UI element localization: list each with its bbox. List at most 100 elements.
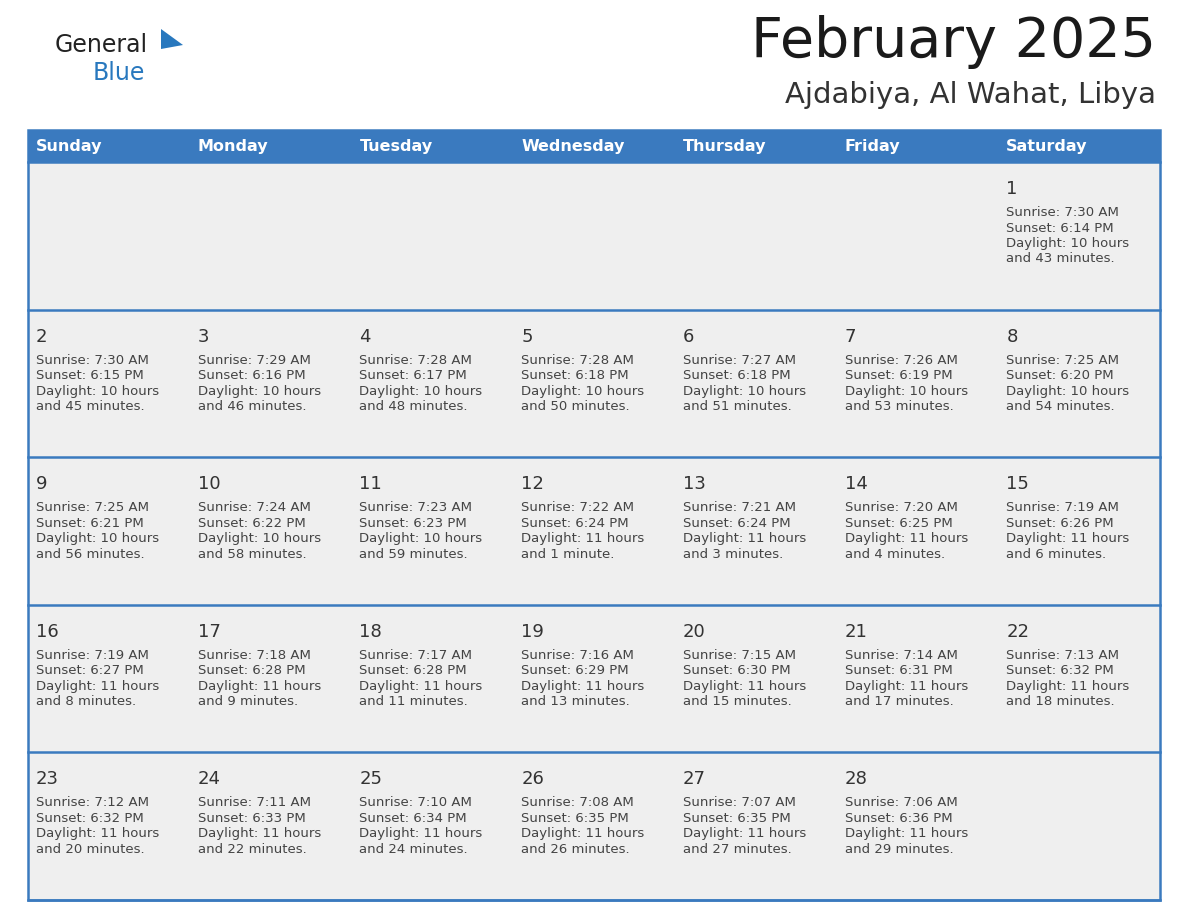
Text: and 22 minutes.: and 22 minutes. bbox=[197, 843, 307, 856]
Text: Sunset: 6:33 PM: Sunset: 6:33 PM bbox=[197, 812, 305, 825]
Text: Sunset: 6:15 PM: Sunset: 6:15 PM bbox=[36, 369, 144, 382]
Text: Sunset: 6:28 PM: Sunset: 6:28 PM bbox=[360, 665, 467, 677]
Text: 20: 20 bbox=[683, 622, 706, 641]
Text: and 26 minutes.: and 26 minutes. bbox=[522, 843, 630, 856]
Text: Daylight: 10 hours: Daylight: 10 hours bbox=[36, 532, 159, 545]
Text: 3: 3 bbox=[197, 328, 209, 345]
Text: Sunset: 6:18 PM: Sunset: 6:18 PM bbox=[683, 369, 790, 382]
Text: Daylight: 10 hours: Daylight: 10 hours bbox=[1006, 385, 1130, 397]
Text: 4: 4 bbox=[360, 328, 371, 345]
Text: Sunset: 6:36 PM: Sunset: 6:36 PM bbox=[845, 812, 953, 825]
Text: 27: 27 bbox=[683, 770, 706, 789]
Text: Sunrise: 7:21 AM: Sunrise: 7:21 AM bbox=[683, 501, 796, 514]
Text: 24: 24 bbox=[197, 770, 221, 789]
Text: Daylight: 10 hours: Daylight: 10 hours bbox=[683, 385, 805, 397]
Text: Sunrise: 7:14 AM: Sunrise: 7:14 AM bbox=[845, 649, 958, 662]
Text: 13: 13 bbox=[683, 476, 706, 493]
Text: Sunset: 6:19 PM: Sunset: 6:19 PM bbox=[845, 369, 953, 382]
Text: Sunset: 6:16 PM: Sunset: 6:16 PM bbox=[197, 369, 305, 382]
Text: and 1 minute.: and 1 minute. bbox=[522, 548, 614, 561]
Text: 16: 16 bbox=[36, 622, 58, 641]
Text: and 45 minutes.: and 45 minutes. bbox=[36, 400, 145, 413]
Text: and 11 minutes.: and 11 minutes. bbox=[360, 695, 468, 709]
Text: Saturday: Saturday bbox=[1006, 139, 1088, 153]
Text: Tuesday: Tuesday bbox=[360, 139, 432, 153]
Text: and 27 minutes.: and 27 minutes. bbox=[683, 843, 791, 856]
Bar bbox=[29, 605, 1159, 753]
Text: Sunset: 6:23 PM: Sunset: 6:23 PM bbox=[360, 517, 467, 530]
Text: Daylight: 11 hours: Daylight: 11 hours bbox=[683, 827, 807, 840]
Text: Sunset: 6:32 PM: Sunset: 6:32 PM bbox=[1006, 665, 1114, 677]
Text: Sunset: 6:24 PM: Sunset: 6:24 PM bbox=[683, 517, 790, 530]
Text: Sunrise: 7:30 AM: Sunrise: 7:30 AM bbox=[1006, 206, 1119, 219]
Text: and 13 minutes.: and 13 minutes. bbox=[522, 695, 630, 709]
Text: Sunset: 6:27 PM: Sunset: 6:27 PM bbox=[36, 665, 144, 677]
Text: Sunset: 6:18 PM: Sunset: 6:18 PM bbox=[522, 369, 628, 382]
Text: Sunset: 6:14 PM: Sunset: 6:14 PM bbox=[1006, 221, 1114, 234]
Text: and 15 minutes.: and 15 minutes. bbox=[683, 695, 791, 709]
Text: Sunset: 6:35 PM: Sunset: 6:35 PM bbox=[683, 812, 790, 825]
Text: and 53 minutes.: and 53 minutes. bbox=[845, 400, 953, 413]
Bar bbox=[29, 162, 1159, 309]
Text: Sunrise: 7:19 AM: Sunrise: 7:19 AM bbox=[1006, 501, 1119, 514]
Text: Sunrise: 7:19 AM: Sunrise: 7:19 AM bbox=[36, 649, 148, 662]
Text: Sunset: 6:20 PM: Sunset: 6:20 PM bbox=[1006, 369, 1114, 382]
Text: Daylight: 11 hours: Daylight: 11 hours bbox=[36, 680, 159, 693]
Text: and 43 minutes.: and 43 minutes. bbox=[1006, 252, 1114, 265]
Text: Daylight: 10 hours: Daylight: 10 hours bbox=[1006, 237, 1130, 250]
Text: Sunrise: 7:12 AM: Sunrise: 7:12 AM bbox=[36, 797, 148, 810]
Text: Sunrise: 7:28 AM: Sunrise: 7:28 AM bbox=[522, 353, 634, 366]
Text: Sunset: 6:22 PM: Sunset: 6:22 PM bbox=[197, 517, 305, 530]
Text: Sunset: 6:25 PM: Sunset: 6:25 PM bbox=[845, 517, 953, 530]
Text: Sunrise: 7:24 AM: Sunrise: 7:24 AM bbox=[197, 501, 310, 514]
Text: Monday: Monday bbox=[197, 139, 268, 153]
Text: 23: 23 bbox=[36, 770, 59, 789]
Text: Sunrise: 7:23 AM: Sunrise: 7:23 AM bbox=[360, 501, 473, 514]
Bar bbox=[29, 130, 1159, 900]
Text: Sunset: 6:24 PM: Sunset: 6:24 PM bbox=[522, 517, 628, 530]
Text: 17: 17 bbox=[197, 622, 221, 641]
Text: Sunrise: 7:27 AM: Sunrise: 7:27 AM bbox=[683, 353, 796, 366]
Text: Daylight: 10 hours: Daylight: 10 hours bbox=[360, 532, 482, 545]
Text: Sunset: 6:34 PM: Sunset: 6:34 PM bbox=[360, 812, 467, 825]
Text: and 29 minutes.: and 29 minutes. bbox=[845, 843, 953, 856]
Text: Wednesday: Wednesday bbox=[522, 139, 625, 153]
Text: 11: 11 bbox=[360, 476, 383, 493]
Text: and 56 minutes.: and 56 minutes. bbox=[36, 548, 145, 561]
Text: 8: 8 bbox=[1006, 328, 1018, 345]
Text: 18: 18 bbox=[360, 622, 383, 641]
Text: Daylight: 10 hours: Daylight: 10 hours bbox=[522, 385, 644, 397]
Text: 25: 25 bbox=[360, 770, 383, 789]
Text: Sunset: 6:35 PM: Sunset: 6:35 PM bbox=[522, 812, 628, 825]
Text: 12: 12 bbox=[522, 476, 544, 493]
Text: February 2025: February 2025 bbox=[751, 15, 1156, 69]
Text: 22: 22 bbox=[1006, 622, 1029, 641]
Polygon shape bbox=[162, 29, 183, 49]
Text: and 18 minutes.: and 18 minutes. bbox=[1006, 695, 1114, 709]
Text: Daylight: 11 hours: Daylight: 11 hours bbox=[197, 827, 321, 840]
Text: Daylight: 11 hours: Daylight: 11 hours bbox=[845, 680, 968, 693]
Text: Daylight: 11 hours: Daylight: 11 hours bbox=[683, 532, 807, 545]
Text: Daylight: 10 hours: Daylight: 10 hours bbox=[197, 385, 321, 397]
Text: 26: 26 bbox=[522, 770, 544, 789]
Text: Sunrise: 7:11 AM: Sunrise: 7:11 AM bbox=[197, 797, 311, 810]
Text: Daylight: 11 hours: Daylight: 11 hours bbox=[360, 827, 482, 840]
Text: Daylight: 10 hours: Daylight: 10 hours bbox=[360, 385, 482, 397]
Text: Sunrise: 7:25 AM: Sunrise: 7:25 AM bbox=[36, 501, 148, 514]
Text: Sunrise: 7:18 AM: Sunrise: 7:18 AM bbox=[197, 649, 310, 662]
Text: Sunrise: 7:06 AM: Sunrise: 7:06 AM bbox=[845, 797, 958, 810]
Text: Daylight: 10 hours: Daylight: 10 hours bbox=[845, 385, 968, 397]
Text: Sunrise: 7:10 AM: Sunrise: 7:10 AM bbox=[360, 797, 473, 810]
Bar bbox=[29, 457, 1159, 605]
Text: Daylight: 10 hours: Daylight: 10 hours bbox=[36, 385, 159, 397]
Text: Sunrise: 7:15 AM: Sunrise: 7:15 AM bbox=[683, 649, 796, 662]
Text: and 6 minutes.: and 6 minutes. bbox=[1006, 548, 1106, 561]
Text: 14: 14 bbox=[845, 476, 867, 493]
Text: Daylight: 11 hours: Daylight: 11 hours bbox=[522, 532, 644, 545]
Text: Sunrise: 7:08 AM: Sunrise: 7:08 AM bbox=[522, 797, 634, 810]
Text: Sunset: 6:21 PM: Sunset: 6:21 PM bbox=[36, 517, 144, 530]
Text: Sunset: 6:31 PM: Sunset: 6:31 PM bbox=[845, 665, 953, 677]
Text: Sunset: 6:32 PM: Sunset: 6:32 PM bbox=[36, 812, 144, 825]
Text: Daylight: 11 hours: Daylight: 11 hours bbox=[683, 680, 807, 693]
Text: 9: 9 bbox=[36, 476, 48, 493]
